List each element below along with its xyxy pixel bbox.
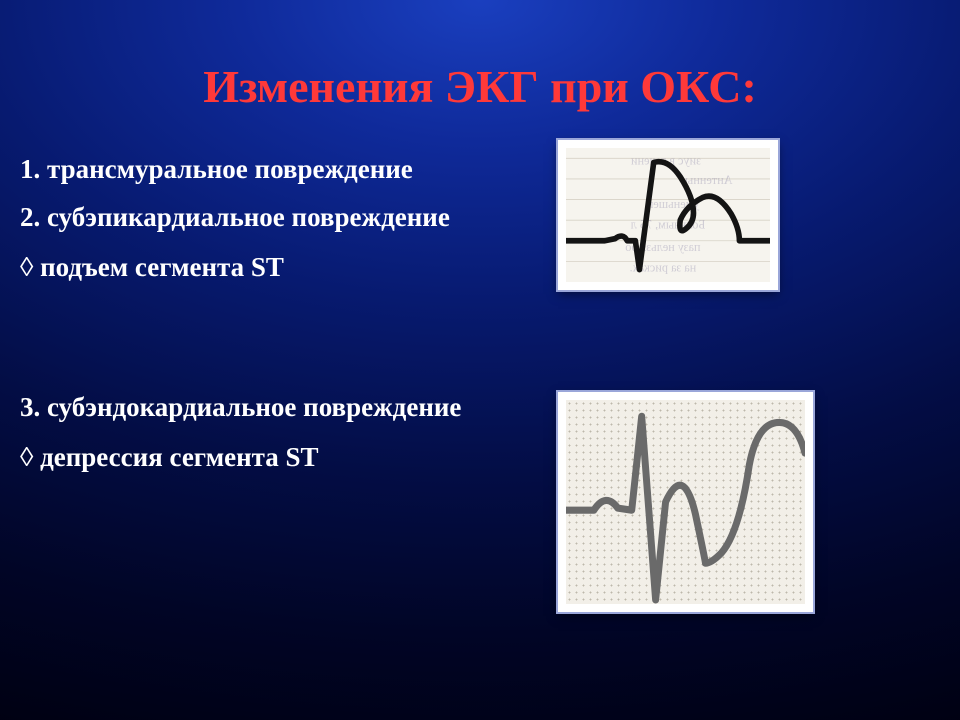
bullet-subendocardial: 3. субэндокардиальное повреждение	[20, 392, 461, 423]
slide: Изменения ЭКГ при ОКС: 1. трансмуральное…	[0, 0, 960, 720]
bullet-transmural: 1. трансмуральное повреждение	[20, 154, 413, 185]
title-text: Изменения ЭКГ при ОКС:	[203, 61, 757, 112]
ecg-st-elevation-canvas: зиус в течениАнтенныуменьшенБольным, 75 …	[566, 148, 770, 282]
bullet-subepicardial: 2. субэпикардиальное повреждение	[20, 202, 450, 233]
ecg-st-elevation-trace: зиус в течениАнтенныуменьшенБольным, 75 …	[566, 148, 770, 282]
svg-text:Антенны: Антенны	[685, 173, 732, 187]
ecg-st-depression-figure	[558, 392, 813, 612]
ecg-st-depression-canvas	[566, 400, 805, 604]
bullet-st-depression: ◊ депрессия сегмента ST	[20, 442, 319, 473]
slide-title: Изменения ЭКГ при ОКС:	[0, 60, 960, 113]
ecg-st-depression-trace	[566, 400, 805, 604]
ecg-st-elevation-figure: зиус в течениАнтенныуменьшенБольным, 75 …	[558, 140, 778, 290]
bullet-st-elevation: ◊ подъем сегмента ST	[20, 252, 284, 283]
